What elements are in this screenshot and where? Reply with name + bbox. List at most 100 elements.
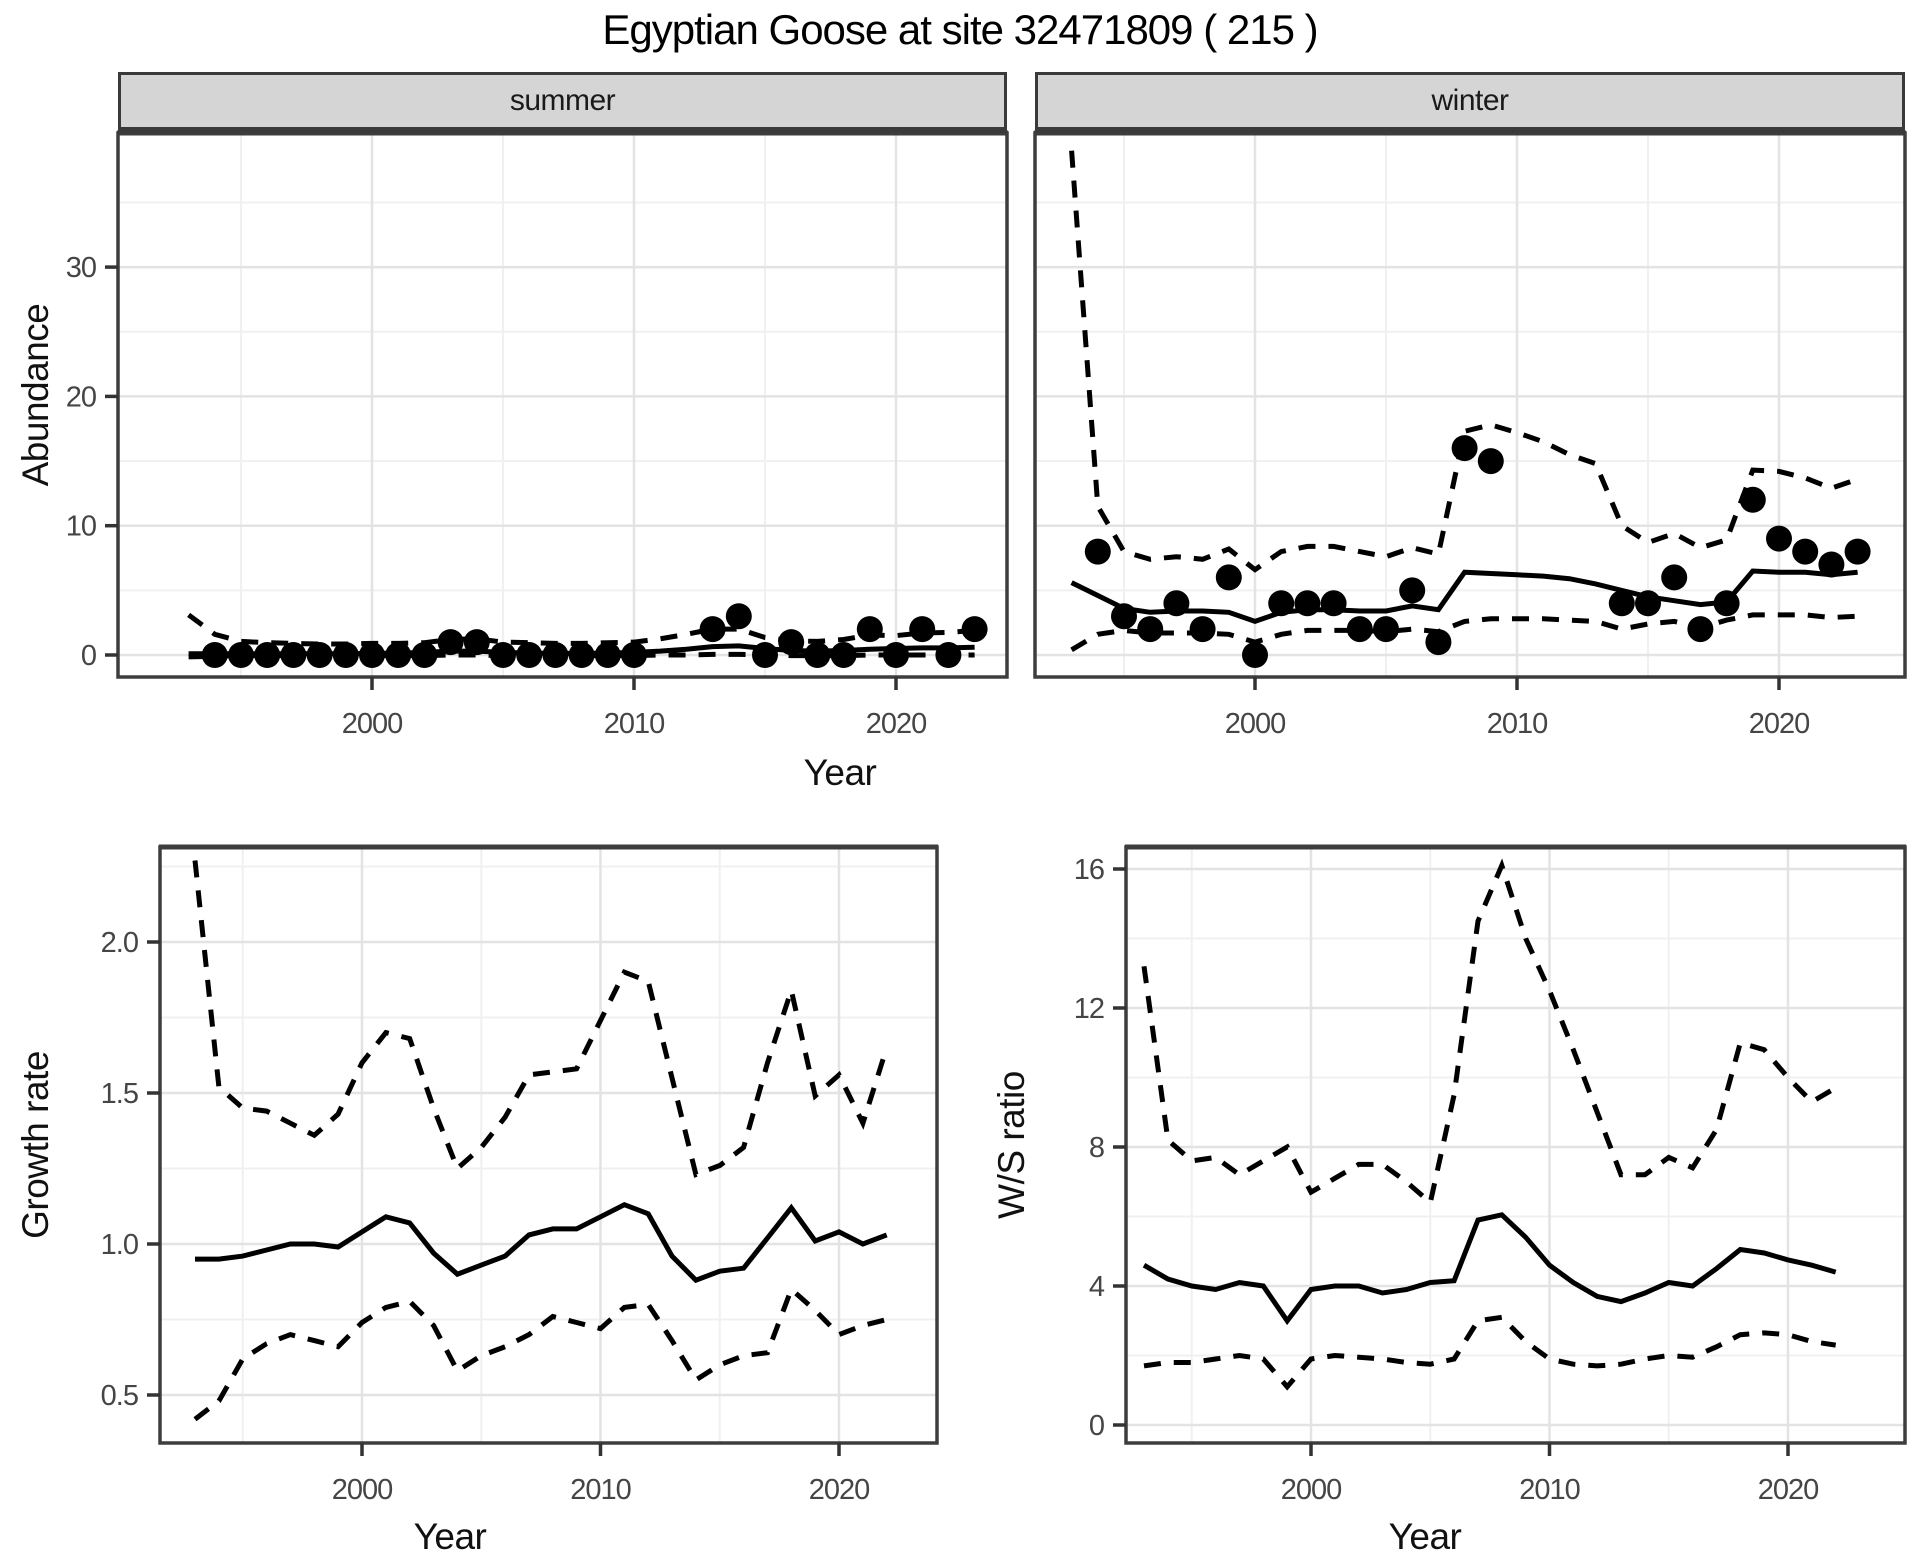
- data-point: [1818, 551, 1845, 578]
- x-tick-label: 2010: [570, 1474, 631, 1506]
- line-lower-ci-dashed: [1143, 1314, 1837, 1391]
- y-tick-label: 4: [1089, 1271, 1105, 1303]
- y-tick-label: 10: [66, 511, 96, 543]
- data-point: [1111, 603, 1137, 630]
- x-tick-label: 2010: [1487, 708, 1548, 740]
- data-point: [1215, 564, 1242, 591]
- x-tick-label: 2020: [1758, 1474, 1819, 1506]
- y-tick-label: 8: [1089, 1132, 1104, 1164]
- x-axis-title-year-bottom-right: Year: [1388, 1516, 1462, 1557]
- x-tick-label: 2000: [1225, 708, 1286, 740]
- data-point: [1346, 616, 1373, 643]
- data-point: [1242, 642, 1268, 668]
- data-point: [1451, 435, 1478, 462]
- data-points: [201, 603, 988, 668]
- data-point: [1792, 538, 1819, 565]
- line-upper-ci-dashed: [1141, 858, 1837, 1208]
- data-point: [752, 642, 778, 668]
- x-axis-title-year-bottom-left: Year: [413, 1516, 487, 1557]
- data-point: [463, 629, 490, 656]
- y-tick-label: 2.0: [101, 927, 138, 959]
- series-lines: [1069, 150, 1859, 652]
- y-tick-label: 16: [1074, 854, 1104, 886]
- data-point: [1661, 564, 1688, 591]
- y-tick-label: 0: [81, 640, 96, 672]
- data-point: [1189, 616, 1216, 643]
- line-upper-ci-dashed: [192, 860, 890, 1178]
- y-axis-title-abundance: Abundance: [15, 303, 56, 487]
- data-point: [280, 642, 307, 668]
- y-tick-label: 1.5: [101, 1078, 138, 1110]
- data-point: [935, 642, 962, 668]
- facet-strip-summer: summer: [118, 72, 1007, 133]
- axis-ticks: 2000 2010 2020 0.5 1.0 1.5 2.0: [101, 927, 871, 1506]
- data-point: [1294, 590, 1321, 617]
- data-point: [1137, 616, 1164, 643]
- panel-abundance-winter: 2000 2010 2020: [1033, 130, 1907, 740]
- data-point: [542, 642, 569, 668]
- data-point: [1084, 538, 1111, 565]
- data-point: [1477, 448, 1504, 475]
- data-point: [201, 642, 228, 668]
- data-point: [306, 642, 333, 668]
- facet-strip-winter: winter: [1035, 72, 1905, 133]
- data-point: [332, 642, 359, 668]
- axis-ticks: 2000 2010 2020 0 4 8 12 16: [1074, 854, 1820, 1506]
- data-point: [1713, 590, 1740, 617]
- y-axis-title-growth-rate: Growth rate: [15, 1051, 56, 1239]
- data-point: [1739, 486, 1766, 513]
- data-point: [1635, 590, 1661, 617]
- line-estimate-solid: [195, 1201, 888, 1284]
- data-point: [1844, 538, 1871, 565]
- gridlines: [161, 848, 936, 1442]
- line-lower-ci-dashed: [193, 1285, 888, 1422]
- data-point: [568, 642, 595, 668]
- data-point: [621, 642, 647, 668]
- line-upper-ci-dashed: [1069, 150, 1859, 573]
- panel-ws-ratio: 2000 2010 2020 0 4 8 12 16: [1074, 844, 1907, 1506]
- y-tick-label: 20: [66, 381, 96, 413]
- y-tick-label: 0.5: [101, 1380, 138, 1412]
- line-upper-ci-dashed: [187, 612, 975, 647]
- line-lower-ci-dashed: [1070, 612, 1858, 652]
- x-tick-label: 2010: [604, 708, 665, 740]
- data-point: [778, 629, 805, 656]
- chart-title: Egyptian Goose at site 32471809 ( 215 ): [602, 6, 1318, 53]
- data-point: [883, 642, 909, 668]
- data-point: [411, 642, 438, 668]
- data-points: [1084, 435, 1871, 668]
- panel-growth-rate: 2000 2010 2020 0.5 1.0 1.5 2.0: [101, 844, 939, 1506]
- data-point: [804, 642, 831, 668]
- data-point: [228, 642, 254, 668]
- data-point: [1425, 629, 1452, 656]
- x-tick-label: 2000: [1281, 1474, 1342, 1506]
- x-tick-label: 2020: [1749, 708, 1810, 740]
- data-point: [1399, 577, 1426, 604]
- panel-border: [116, 131, 1009, 679]
- data-point: [725, 603, 752, 630]
- data-point: [437, 629, 464, 656]
- gridlines: [1036, 134, 1904, 676]
- data-point: [490, 642, 516, 668]
- data-point: [594, 642, 621, 668]
- data-point: [385, 642, 412, 668]
- y-tick-label: 1.0: [101, 1229, 138, 1261]
- gridlines: [119, 134, 1006, 676]
- y-tick-label: 30: [66, 252, 96, 284]
- y-axis-title-ws-ratio: W/S ratio: [991, 1071, 1032, 1219]
- data-point: [1687, 616, 1714, 643]
- data-point: [1163, 590, 1190, 617]
- data-point: [699, 616, 726, 643]
- series-lines: [1141, 858, 1837, 1391]
- axis-ticks: 2000 2010 2020 0 10 20 30: [66, 252, 928, 740]
- x-tick-label: 2010: [1519, 1474, 1580, 1506]
- data-point: [1268, 590, 1295, 617]
- data-point: [1766, 525, 1792, 552]
- panel-border: [158, 845, 939, 1445]
- data-point: [359, 642, 385, 668]
- y-tick-label: 0: [1089, 1410, 1104, 1442]
- facet-label-summer: summer: [509, 84, 616, 117]
- facet-label-winter: winter: [1431, 84, 1509, 117]
- x-axis-title-year-top: Year: [803, 752, 877, 793]
